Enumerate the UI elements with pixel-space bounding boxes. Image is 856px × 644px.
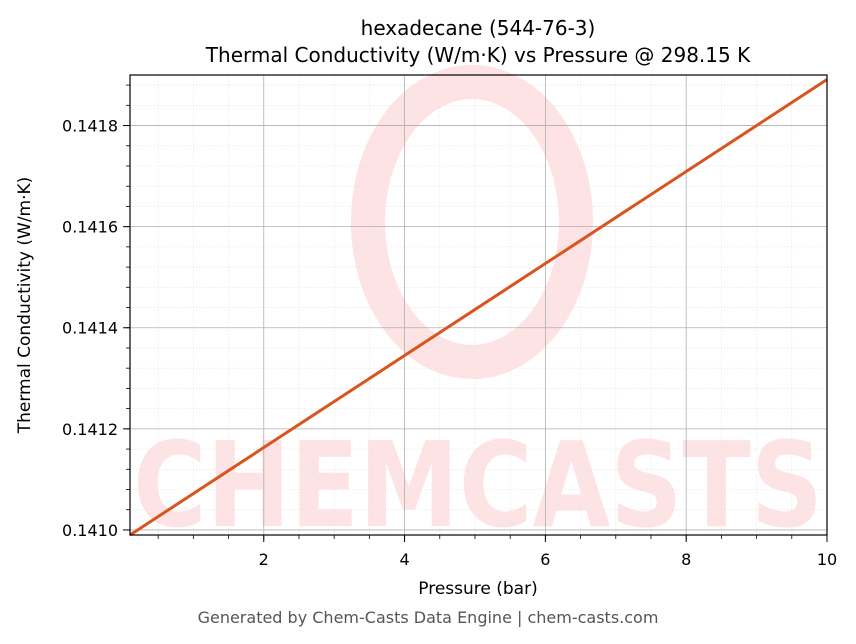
watermark-text: CHEMCASTS	[133, 416, 823, 554]
chart-title: hexadecane (544-76-3)	[361, 16, 596, 40]
watermark-ring-icon	[351, 65, 593, 379]
footer-credit: Generated by Chem-Casts Data Engine | ch…	[197, 608, 659, 627]
series-line	[129, 78, 828, 537]
series-layer	[129, 78, 828, 537]
axis-ticks	[123, 84, 828, 542]
chart-subtitle: Thermal Conductivity (W/m·K) vs Pressure…	[205, 43, 751, 67]
x-tick-labels: 2 4 6 8 10	[259, 550, 838, 569]
x-axis-label: Pressure (bar)	[418, 579, 537, 599]
y-tick-labels: 0.1410 0.1412 0.1414 0.1416 0.1418	[62, 117, 118, 540]
x-tick-label: 2	[259, 550, 269, 569]
x-tick-label: 10	[817, 550, 837, 569]
x-tick-label: 8	[681, 550, 691, 569]
y-tick-label: 0.1414	[62, 319, 118, 338]
x-tick-label: 4	[399, 550, 409, 569]
plot-frame	[129, 74, 828, 536]
watermark: CHEMCASTS	[133, 65, 823, 554]
y-tick-label: 0.1418	[62, 117, 118, 136]
x-tick-label: 6	[540, 550, 550, 569]
y-tick-label: 0.1410	[62, 521, 118, 540]
y-axis-label: Thermal Conductivity (W/m·K)	[15, 177, 35, 435]
y-tick-label: 0.1412	[62, 420, 118, 439]
y-tick-label: 0.1416	[62, 218, 118, 237]
